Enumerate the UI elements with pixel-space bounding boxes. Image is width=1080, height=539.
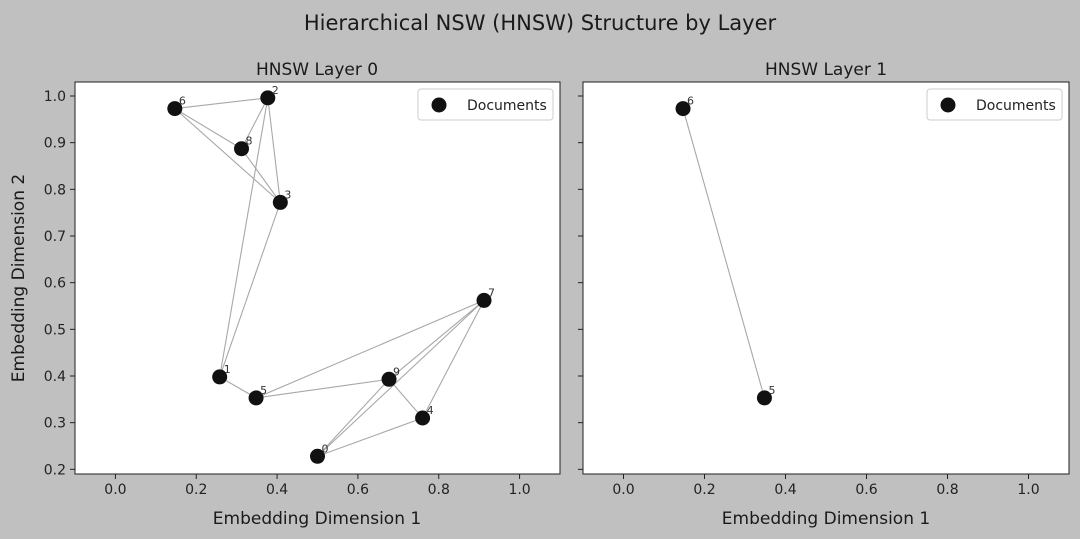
legend-layer-0: Documents bbox=[417, 88, 554, 121]
edge-7-0 bbox=[317, 299, 485, 457]
x-ticks-layer-0: 0.0 0.2 0.4 0.6 0.8 1.0 bbox=[104, 474, 531, 498]
x-tick-label: 1.0 bbox=[508, 482, 530, 498]
x-tick-label: 1.0 bbox=[1017, 482, 1039, 498]
panel-layer-0: HNSW Layer 0 0 1 2 3 4 5 6 7 8 9 0.0 0.2 0.4 0.6 0.8 1… bbox=[9, 60, 561, 529]
x-axis-label-layer-1: Embedding Dimension 1 bbox=[722, 509, 930, 529]
y-axis-label: Embedding Dimension 2 bbox=[9, 174, 29, 382]
point-label-6: 6 bbox=[687, 95, 694, 108]
x-tick-label: 0.2 bbox=[185, 482, 207, 498]
edge-9-0 bbox=[317, 378, 390, 457]
point-label-2: 2 bbox=[272, 84, 279, 97]
document-point-0 bbox=[310, 448, 325, 464]
document-point-4 bbox=[415, 410, 431, 426]
document-point-5 bbox=[756, 390, 772, 406]
legend-label-layer-0: Documents bbox=[467, 98, 547, 114]
y-tick-label: 0.2 bbox=[44, 462, 66, 478]
edge-2-3 bbox=[267, 97, 281, 203]
panel-title-layer-1: HNSW Layer 1 bbox=[765, 60, 887, 80]
point-label-5: 5 bbox=[260, 384, 267, 397]
x-tick-label: 0.8 bbox=[936, 482, 958, 498]
y-tick-label: 0.8 bbox=[44, 182, 66, 198]
document-point-5 bbox=[248, 390, 264, 406]
y-tick-label: 0.3 bbox=[44, 416, 66, 432]
point-label-0: 0 bbox=[322, 442, 329, 455]
point-group-layer-1: 65 bbox=[675, 95, 775, 406]
edge-group-layer-1 bbox=[682, 108, 765, 399]
legend-box-layer-1 bbox=[926, 88, 1063, 121]
y-ticks-layer-0: 0.2 0.3 0.4 0.5 0.6 0.7 0.8 0.9 1.0 bbox=[44, 89, 75, 478]
plot-area-layer-0 bbox=[74, 81, 561, 475]
document-point-9 bbox=[381, 371, 397, 387]
x-tick-label: 0.4 bbox=[774, 482, 796, 498]
y-tick-label: 0.4 bbox=[44, 369, 66, 385]
point-label-1: 1 bbox=[224, 363, 231, 376]
edge-8-3 bbox=[241, 148, 281, 203]
x-tick-label: 0.2 bbox=[693, 482, 715, 498]
legend-marker-layer-0 bbox=[431, 97, 447, 113]
x-tick-label: 0.4 bbox=[266, 482, 288, 498]
edge-2-1 bbox=[219, 97, 269, 378]
document-point-7 bbox=[476, 292, 492, 308]
edge-3-1 bbox=[219, 202, 281, 378]
x-ticks-layer-1: 0.0 0.2 0.4 0.6 0.8 1.0 bbox=[612, 474, 1040, 498]
edge-7-4 bbox=[422, 300, 485, 419]
y-ticks-layer-1 bbox=[578, 95, 583, 470]
y-tick-label: 0.9 bbox=[44, 136, 66, 152]
document-point-6 bbox=[167, 101, 183, 117]
panel-layer-1: HNSW Layer 1 65 0.0 0.2 0.4 0.6 0.8 1.0 Embed… bbox=[578, 60, 1070, 529]
document-point-6 bbox=[675, 101, 691, 117]
x-tick-label: 0.0 bbox=[104, 482, 126, 498]
document-point-3 bbox=[272, 194, 288, 210]
edge-5-9 bbox=[255, 378, 390, 399]
point-label-3: 3 bbox=[284, 188, 291, 201]
legend-box-layer-0 bbox=[417, 88, 554, 121]
x-tick-label: 0.0 bbox=[612, 482, 634, 498]
legend-label-layer-1: Documents bbox=[976, 98, 1056, 114]
panel-title-layer-0: HNSW Layer 0 bbox=[256, 60, 378, 80]
point-label-4: 4 bbox=[427, 404, 434, 417]
edge-6-2 bbox=[174, 97, 268, 110]
y-tick-label: 0.5 bbox=[44, 322, 66, 338]
edge-4-0 bbox=[317, 417, 423, 457]
point-label-5: 5 bbox=[768, 384, 775, 397]
edge-6-8 bbox=[174, 108, 242, 150]
point-label-6: 6 bbox=[179, 95, 186, 108]
x-tick-label: 0.6 bbox=[347, 482, 369, 498]
document-point-8 bbox=[234, 141, 250, 157]
legend-layer-1: Documents bbox=[926, 88, 1063, 121]
edge-9-4 bbox=[388, 378, 423, 419]
edge-6-5 bbox=[682, 108, 765, 399]
edge-2-8 bbox=[241, 97, 269, 149]
edge-6-3 bbox=[174, 108, 281, 203]
point-group-layer-0: 0 1 2 3 4 5 6 7 8 9 bbox=[167, 84, 495, 464]
y-tick-label: 1.0 bbox=[44, 89, 66, 105]
edge-9-7 bbox=[388, 299, 485, 380]
point-label-9: 9 bbox=[393, 365, 400, 378]
x-tick-label: 0.8 bbox=[428, 482, 450, 498]
edge-group-layer-0 bbox=[174, 97, 485, 457]
point-label-7: 7 bbox=[488, 286, 495, 299]
y-tick-label: 0.6 bbox=[44, 276, 66, 292]
document-point-1 bbox=[212, 369, 228, 385]
plot-area-layer-1 bbox=[582, 81, 1070, 475]
x-tick-label: 0.6 bbox=[855, 482, 877, 498]
y-tick-label: 0.7 bbox=[44, 229, 66, 245]
x-axis-label-layer-0: Embedding Dimension 1 bbox=[213, 509, 421, 529]
document-point-2 bbox=[260, 90, 276, 106]
point-label-8: 8 bbox=[246, 135, 253, 148]
legend-marker-layer-1 bbox=[940, 97, 956, 113]
figure-title: Hierarchical NSW (HNSW) Structure by Lay… bbox=[304, 11, 777, 35]
edge-5-7 bbox=[255, 299, 485, 399]
